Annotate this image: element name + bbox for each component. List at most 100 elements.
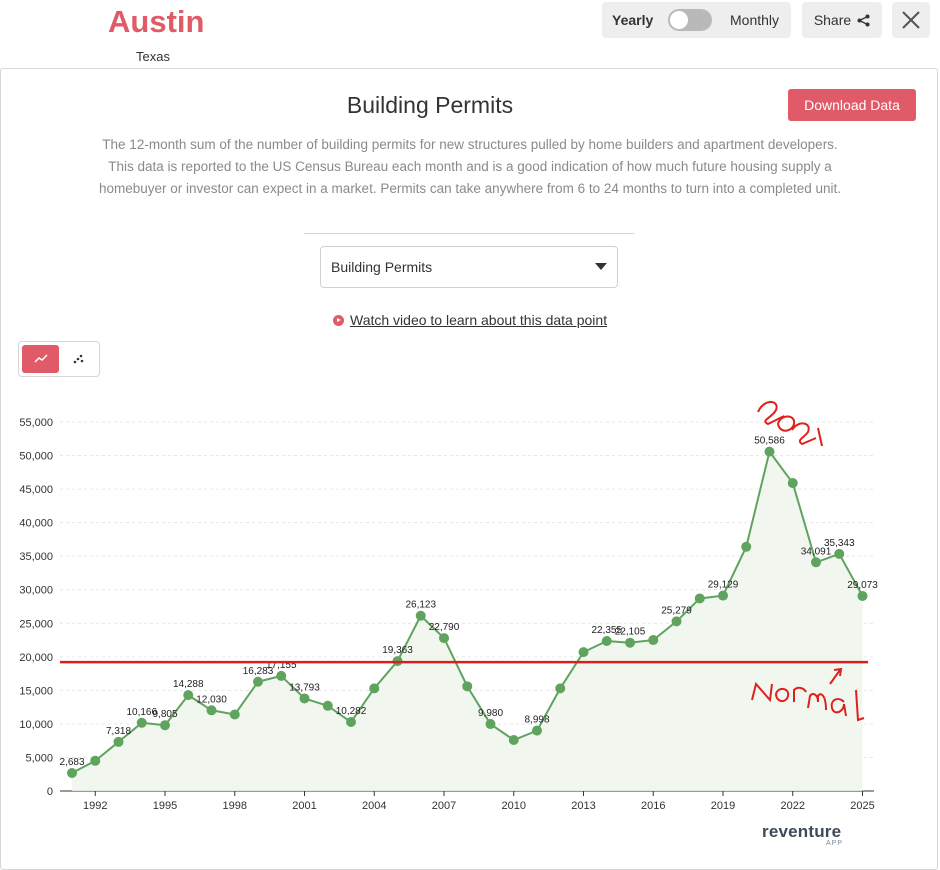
scatter-chart-icon (73, 354, 84, 364)
x-tick-label: 2001 (292, 800, 316, 812)
data-point (787, 478, 798, 489)
data-label: 9,980 (478, 708, 503, 719)
series-segment (536, 687, 562, 732)
toggle-yearly-label: Yearly (612, 12, 654, 28)
data-label: 14,288 (173, 679, 204, 690)
data-point (67, 767, 77, 778)
y-tick-label: 25,000 (19, 618, 53, 630)
y-tick-label: 45,000 (19, 484, 53, 496)
annotation-stroke (830, 698, 847, 717)
data-point (718, 590, 728, 601)
data-point (206, 705, 217, 716)
data-label: 16,283 (243, 666, 274, 677)
x-tick-label: 2010 (502, 800, 526, 812)
data-label: 26,123 (405, 600, 436, 611)
state-subtitle: Texas (136, 49, 170, 64)
line-chart-button[interactable] (22, 345, 59, 373)
series-segment (233, 681, 259, 716)
data-point (485, 719, 496, 730)
data-label: 7,318 (106, 726, 131, 737)
chart-type-toggle (18, 341, 100, 377)
series-segment (350, 687, 376, 723)
download-data-button[interactable]: Download Data (788, 89, 916, 121)
y-tick-label: 10,000 (19, 719, 53, 731)
data-label: 22,105 (615, 627, 646, 638)
annotation-stroke (775, 688, 790, 702)
share-button-label: Share (813, 12, 852, 28)
data-label: 10,166 (126, 707, 157, 718)
play-icon (333, 314, 344, 326)
data-point (439, 633, 449, 644)
chart-title: Building Permits (346, 92, 514, 118)
video-link[interactable]: Watch video to learn about this data poi… (333, 312, 607, 328)
data-label: 22,355 (591, 625, 622, 636)
data-point (648, 635, 659, 646)
series-segment (745, 451, 771, 548)
data-point (508, 735, 519, 746)
data-label: 12,030 (196, 694, 227, 705)
annotation-stroke (817, 427, 823, 447)
series-segment (675, 597, 701, 623)
data-label: 35,343 (824, 538, 855, 549)
data-point (90, 755, 101, 766)
data-label: 50,586 (754, 436, 785, 447)
annotation-stroke (777, 415, 796, 432)
annotation-normal (751, 667, 865, 722)
data-label: 10,282 (336, 706, 367, 717)
x-tick-label: 2016 (641, 800, 665, 812)
data-point (671, 616, 682, 627)
series-segment (722, 546, 748, 597)
data-label: 22,790 (429, 622, 460, 633)
metric-select-value: Building Permits (331, 259, 433, 275)
annotation-2021 (757, 401, 823, 447)
metric-select[interactable]: Building Permits (320, 246, 618, 288)
data-label: 19,363 (382, 645, 413, 656)
data-point (764, 446, 775, 457)
annotation-stroke (791, 422, 817, 446)
data-point (299, 693, 310, 704)
x-tick-label: 2007 (432, 800, 456, 812)
y-tick-label: 5,000 (25, 752, 53, 764)
data-point (346, 717, 356, 728)
series-segment (164, 694, 190, 726)
series-area (72, 451, 863, 791)
data-point (462, 681, 473, 692)
series-segment (373, 660, 399, 689)
line-chart-icon (34, 354, 48, 363)
annotation-stroke (807, 693, 827, 711)
chevron-down-icon (595, 263, 607, 270)
data-point (625, 637, 635, 648)
brand-logo: reventure (762, 822, 842, 841)
data-point (229, 709, 240, 720)
data-label: 29,129 (708, 580, 739, 591)
x-tick-label: 2019 (711, 800, 735, 812)
frequency-switch[interactable] (668, 9, 712, 31)
x-tick-label: 2004 (362, 800, 386, 812)
series-segment (280, 675, 306, 700)
x-tick-label: 1998 (223, 800, 247, 812)
share-button[interactable]: Share (802, 2, 882, 38)
x-tick-label: 2025 (850, 800, 874, 812)
data-point (811, 557, 821, 568)
series-segment (559, 651, 585, 689)
data-point (857, 590, 868, 601)
switch-knob (670, 11, 688, 29)
data-point (415, 610, 426, 621)
y-tick-label: 0 (47, 786, 53, 798)
data-point (834, 548, 845, 559)
share-icon (857, 14, 870, 26)
annotation-arrow (829, 667, 843, 685)
chart-description: The 12-month sum of the number of buildi… (98, 137, 842, 196)
data-label: 2,683 (59, 757, 84, 768)
frequency-toggle[interactable]: Yearly Monthly (602, 2, 791, 38)
series-segment (838, 553, 864, 597)
y-tick-label: 40,000 (19, 518, 53, 530)
close-button[interactable] (892, 2, 930, 38)
x-tick-label: 1995 (153, 800, 177, 812)
series-segment (768, 451, 794, 484)
data-point (741, 541, 752, 552)
y-tick-label: 15,000 (19, 685, 53, 697)
scatter-chart-button[interactable] (63, 345, 96, 373)
data-label: 17,155 (266, 660, 297, 671)
y-tick-label: 55,000 (19, 417, 53, 429)
